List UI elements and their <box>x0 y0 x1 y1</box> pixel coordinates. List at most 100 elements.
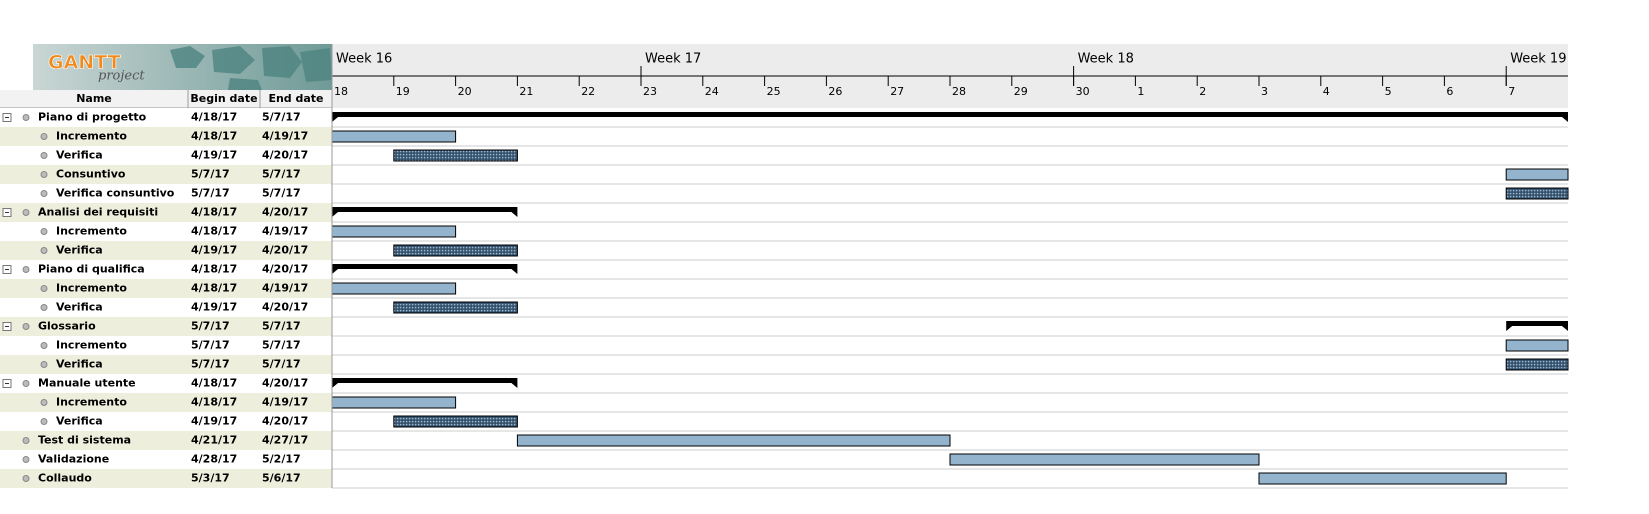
begin-date: 4/18/17 <box>191 377 237 390</box>
task-name: Analisi dei requisiti <box>38 206 158 219</box>
end-date: 5/7/17 <box>262 168 301 181</box>
end-date: 5/7/17 <box>262 320 301 333</box>
task-bar <box>331 130 457 143</box>
week-label: Week 16 <box>336 52 392 67</box>
task-icon <box>40 399 48 406</box>
task-icon <box>22 209 30 216</box>
begin-date: 4/18/17 <box>191 263 237 276</box>
row-background <box>0 241 332 260</box>
day-label: 4 <box>1323 85 1330 98</box>
end-date: 5/2/17 <box>262 453 301 466</box>
task-name: Verifica <box>56 415 103 428</box>
day-label: 23 <box>643 85 657 98</box>
review-bar <box>393 244 518 257</box>
end-date: 4/20/17 <box>262 206 308 219</box>
task-icon <box>40 152 48 159</box>
task-icon <box>40 361 48 368</box>
task-icon <box>22 437 30 444</box>
task-bar <box>1505 339 1569 352</box>
summary-end <box>1562 326 1568 331</box>
row-background <box>0 393 332 412</box>
begin-date: 4/18/17 <box>191 396 237 409</box>
task-name: Collaudo <box>38 472 92 485</box>
day-label: 7 <box>1508 85 1515 98</box>
task-name: Verifica consuntivo <box>56 187 175 200</box>
row-background <box>0 146 332 165</box>
task-bar <box>516 434 951 447</box>
task-name: Validazione <box>38 453 109 466</box>
summary-end <box>332 269 338 274</box>
begin-date: 4/19/17 <box>191 244 237 257</box>
task-icon <box>40 418 48 425</box>
column-header: End date <box>268 92 323 105</box>
row-background <box>0 222 332 241</box>
task-icon <box>40 247 48 254</box>
summary-bar <box>1506 321 1568 326</box>
task-icon <box>40 190 48 197</box>
task-name: Verifica <box>56 244 103 257</box>
summary-bar <box>332 112 1568 117</box>
row-background <box>0 355 332 374</box>
logo: GANTT project <box>33 44 332 90</box>
summary-end <box>511 212 518 217</box>
day-label: 29 <box>1014 85 1028 98</box>
row-background <box>0 127 332 146</box>
day-label: 26 <box>828 85 842 98</box>
review-bar <box>393 415 518 428</box>
task-icon <box>22 323 30 330</box>
row-background <box>0 108 332 127</box>
row-background <box>0 203 332 222</box>
review-bar <box>393 301 518 314</box>
begin-date: 5/7/17 <box>191 339 230 352</box>
summary-end <box>332 383 338 388</box>
row-background <box>0 317 332 336</box>
end-date: 5/6/17 <box>262 472 301 485</box>
day-label: 28 <box>952 85 966 98</box>
begin-date: 4/18/17 <box>191 130 237 143</box>
day-label: 3 <box>1261 85 1268 98</box>
task-bar <box>331 225 457 238</box>
row-background <box>0 184 332 203</box>
task-name: Test di sistema <box>38 434 131 447</box>
end-date: 5/7/17 <box>262 111 301 124</box>
task-icon <box>22 456 30 463</box>
row-background <box>0 469 332 488</box>
task-name: Incremento <box>56 282 127 295</box>
day-label: 5 <box>1385 85 1392 98</box>
day-label: 24 <box>705 85 719 98</box>
task-icon <box>40 228 48 235</box>
task-icon <box>22 475 30 482</box>
row-background <box>0 450 332 469</box>
task-icon <box>40 304 48 311</box>
week-label: Week 17 <box>645 52 701 67</box>
task-name: Verifica <box>56 358 103 371</box>
end-date: 4/19/17 <box>262 225 308 238</box>
logo-title: GANTT <box>48 52 121 74</box>
begin-date: 4/18/17 <box>191 111 237 124</box>
task-icon <box>40 342 48 349</box>
task-bar <box>1505 168 1569 181</box>
row-background <box>0 279 332 298</box>
task-name: Incremento <box>56 339 127 352</box>
task-icon <box>22 380 30 387</box>
begin-date: 4/18/17 <box>191 206 237 219</box>
end-date: 4/20/17 <box>262 301 308 314</box>
summary-bar <box>332 207 518 212</box>
summary-end <box>1562 117 1568 122</box>
end-date: 4/20/17 <box>262 415 308 428</box>
summary-end <box>511 269 518 274</box>
task-name: Incremento <box>56 130 127 143</box>
end-date: 4/19/17 <box>262 130 308 143</box>
task-name: Consuntivo <box>56 168 126 181</box>
row-background <box>0 260 332 279</box>
week-label: Week 19 <box>1510 52 1566 67</box>
begin-date: 5/3/17 <box>191 472 230 485</box>
row-background <box>0 165 332 184</box>
row-background <box>0 336 332 355</box>
task-bar <box>949 453 1260 466</box>
column-header: Name <box>76 92 112 105</box>
begin-date: 5/7/17 <box>191 187 230 200</box>
begin-date: 5/7/17 <box>191 168 230 181</box>
end-date: 5/7/17 <box>262 339 301 352</box>
